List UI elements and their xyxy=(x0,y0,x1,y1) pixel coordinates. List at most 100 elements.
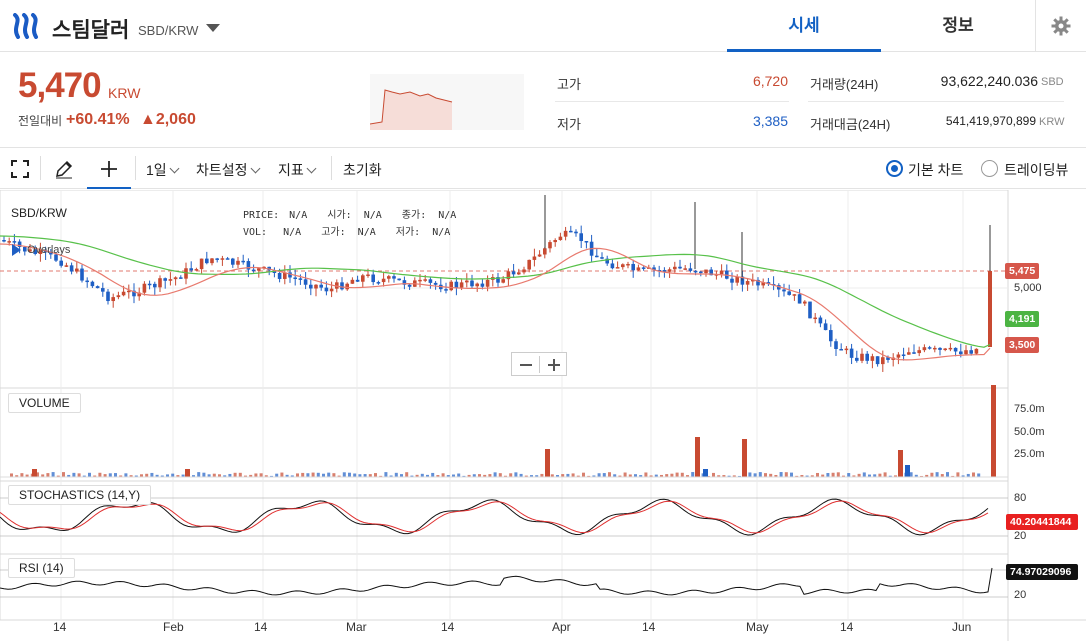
volume-bar xyxy=(46,473,50,477)
candle-body xyxy=(626,263,630,266)
candle-body xyxy=(485,279,490,287)
chart-pane-border xyxy=(0,387,1009,482)
volume-bar xyxy=(748,472,752,477)
basic-chart-radio[interactable] xyxy=(886,160,903,177)
settings-button[interactable] xyxy=(1035,0,1086,52)
overlays-toggle-icon[interactable] xyxy=(12,244,21,256)
candle-body xyxy=(511,271,516,275)
candle-body xyxy=(849,348,854,358)
volume-bar xyxy=(498,473,502,477)
volume-bar xyxy=(176,475,180,477)
volume-bar-large xyxy=(185,469,190,477)
rsi-value-badge: 74.97029096 xyxy=(1006,564,1078,580)
candle-body xyxy=(12,241,17,243)
coin-pair[interactable]: SBD/KRW xyxy=(138,23,199,38)
candle-body xyxy=(387,276,391,279)
candle-body xyxy=(704,269,708,274)
candle-body xyxy=(641,267,646,269)
volume-bar xyxy=(171,473,175,477)
volume-bar xyxy=(602,473,606,477)
volume-bar xyxy=(72,472,76,477)
volume-bar xyxy=(894,475,897,477)
chart-settings-menu[interactable]: 차트설정 xyxy=(196,160,260,180)
x-label-apr: Apr xyxy=(552,620,571,634)
candle-body xyxy=(688,268,693,271)
divider xyxy=(555,101,789,102)
coin-name[interactable]: 스팀달러 xyxy=(52,19,130,42)
volume-bar xyxy=(166,474,169,477)
volume-bar xyxy=(623,472,627,477)
volume-bar xyxy=(415,474,419,477)
basic-chart-label[interactable]: 기본 차트 xyxy=(908,162,964,178)
interval-select[interactable]: 1일 xyxy=(146,160,180,180)
candle-body xyxy=(745,281,750,285)
candle-body xyxy=(574,231,578,234)
x-label-mar: Mar xyxy=(346,620,367,634)
candle-body xyxy=(116,295,121,298)
volume-bar xyxy=(420,473,424,477)
candle-body xyxy=(80,268,84,281)
divider xyxy=(40,156,41,180)
candle-body xyxy=(969,350,973,354)
candle-body xyxy=(210,258,214,264)
candle-body xyxy=(153,283,157,288)
candle-body xyxy=(719,270,724,275)
volume-bar xyxy=(301,472,305,477)
volume-value: 93,622,240.036 xyxy=(940,73,1038,89)
volume-bar xyxy=(977,473,981,477)
candle-body xyxy=(407,284,412,287)
mini-price-chart xyxy=(370,74,524,130)
volume-bar xyxy=(202,472,206,477)
volume-bar xyxy=(493,472,497,477)
tab-info[interactable]: 정보 xyxy=(942,16,974,35)
tab-market-price[interactable]: 시세 xyxy=(727,0,881,52)
volume-bar xyxy=(270,475,273,477)
volume-axis-50: 50.0m xyxy=(1014,426,1045,438)
candle-body xyxy=(631,263,635,271)
divider xyxy=(331,156,332,180)
candle-body xyxy=(605,258,609,264)
candle-body xyxy=(543,248,547,255)
candle-body xyxy=(163,278,167,281)
ohlc-open: N/A xyxy=(363,210,382,221)
chart-area[interactable]: SBD/KRW Overlays PRICE: N/A 시가: N/A 종가: … xyxy=(0,190,1086,641)
volume-bar xyxy=(212,473,216,477)
tradingview-label[interactable]: 트레이딩뷰 xyxy=(1004,162,1069,178)
reset-button[interactable]: 초기화 xyxy=(343,162,382,178)
candle-body xyxy=(818,317,823,324)
candle-body xyxy=(662,270,667,272)
candle-body xyxy=(829,330,833,342)
candle-body xyxy=(953,347,958,352)
volume-bar xyxy=(452,474,455,477)
volume-bar xyxy=(98,472,102,477)
pencil-icon[interactable] xyxy=(54,159,74,179)
zoom-controls xyxy=(511,352,567,376)
volume-bar xyxy=(873,474,877,477)
volume-bar xyxy=(129,475,133,477)
rsi-axis-20: 20 xyxy=(1014,589,1027,601)
volume-bar xyxy=(670,473,674,477)
volume-bar xyxy=(675,472,679,477)
candle-body xyxy=(257,268,261,271)
indicators-menu[interactable]: 지표 xyxy=(278,160,317,180)
volume-bar xyxy=(639,475,643,477)
crosshair-button[interactable] xyxy=(87,148,131,189)
chart-canvas[interactable] xyxy=(0,190,1086,641)
overlays-label[interactable]: Overlays xyxy=(27,244,71,256)
volume-bar-large xyxy=(905,465,910,477)
volume-bar xyxy=(145,473,149,477)
candle-body xyxy=(38,250,43,254)
volume-bar xyxy=(400,474,403,477)
candle-body xyxy=(324,287,329,292)
volume-bar xyxy=(878,473,882,477)
low-label: 저가 xyxy=(557,117,581,132)
tradingview-radio[interactable] xyxy=(981,160,998,177)
candle-body xyxy=(49,252,53,255)
zoom-out-button[interactable] xyxy=(520,364,532,366)
fullscreen-icon[interactable] xyxy=(11,160,29,178)
candle-body xyxy=(470,280,474,287)
coin-select-dropdown-icon[interactable] xyxy=(206,24,220,32)
divider xyxy=(539,356,540,373)
candle-body xyxy=(288,272,292,278)
candle-body xyxy=(699,271,703,274)
